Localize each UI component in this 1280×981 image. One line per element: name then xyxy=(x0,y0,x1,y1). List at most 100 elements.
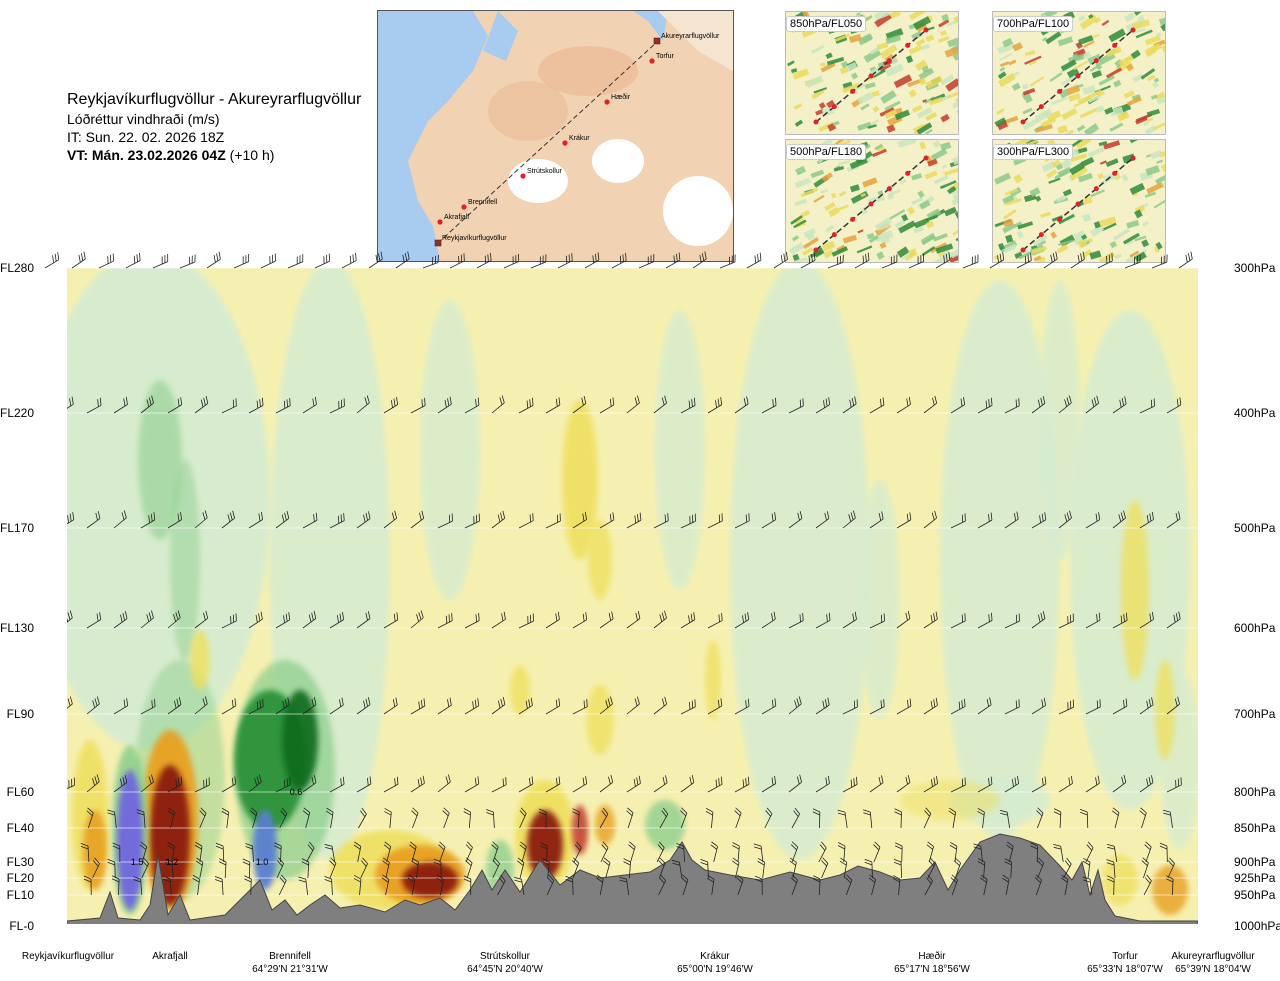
wind-barb xyxy=(152,254,169,269)
wind-barb xyxy=(67,512,75,529)
wind-barb xyxy=(302,775,317,793)
wind-barb xyxy=(358,807,367,829)
wind-barb xyxy=(233,254,250,269)
wind-barb xyxy=(788,774,802,793)
wind-barb xyxy=(599,611,614,629)
wind-barb xyxy=(1144,841,1152,863)
wind-barb xyxy=(1036,807,1044,829)
wind-barb xyxy=(710,841,718,863)
wind-barb xyxy=(1053,808,1062,829)
wind-barb xyxy=(572,699,588,715)
wind-barb xyxy=(518,613,534,629)
wind-barb xyxy=(1031,512,1047,529)
wind-barb xyxy=(923,775,938,793)
inset-label: 300hPa/FL300 xyxy=(993,144,1074,160)
wind-barb xyxy=(812,875,821,896)
wind-barb xyxy=(1031,611,1046,629)
wind-barb xyxy=(707,513,723,529)
wind-barb xyxy=(113,510,127,529)
wind-barb xyxy=(248,611,263,629)
wind-barb xyxy=(433,858,442,879)
fl-tick-label: FL-0 xyxy=(9,919,34,933)
wind-barb xyxy=(1139,611,1154,629)
wind-barb xyxy=(194,841,203,863)
wind-barb xyxy=(869,775,884,793)
wind-barb xyxy=(893,858,902,879)
location-label: Hæðir 65°17'N 18°56'W xyxy=(867,950,997,976)
location-coord: 65°39'N 18°04'W xyxy=(1175,964,1251,975)
fl-tick-label: FL280 xyxy=(0,261,35,275)
wind-barb xyxy=(140,698,156,715)
location-name: Reykjavíkurflugvöllur xyxy=(21,951,115,962)
wind-barb xyxy=(732,857,740,879)
wind-barb xyxy=(659,807,669,829)
wind-barb xyxy=(869,613,885,629)
pressure-tick-label: 300hPa xyxy=(1234,261,1276,275)
location-name: Akrafjall xyxy=(152,951,188,962)
valid-time: VT: Mán. 23.02.2026 04Z (+10 h) xyxy=(67,146,361,164)
wind-barb xyxy=(788,613,804,629)
wind-barb xyxy=(1004,398,1020,414)
pressure-tick-label: 600hPa xyxy=(1234,621,1276,635)
wind-barb xyxy=(302,512,318,529)
wind-barb xyxy=(671,859,683,879)
location-label: Reykjavíkurflugvöllur xyxy=(3,950,133,963)
inset-850hpa: 850hPa/FL050 xyxy=(785,11,959,135)
wind-barb xyxy=(476,252,492,269)
wind-barb xyxy=(86,774,100,793)
wind-barb xyxy=(540,842,548,863)
wind-barb xyxy=(761,698,777,715)
wind-barb xyxy=(1004,511,1019,529)
wind-barb xyxy=(329,857,337,879)
wind-barb xyxy=(680,807,688,829)
wind-barb xyxy=(754,875,763,896)
wind-barb xyxy=(437,613,453,629)
wind-barb xyxy=(410,397,426,414)
wind-barb xyxy=(248,774,262,793)
wind-barb xyxy=(1004,613,1020,629)
wind-barb xyxy=(86,696,100,715)
wind-barb xyxy=(218,858,227,879)
wind-barb xyxy=(628,841,636,863)
wind-barb xyxy=(1002,874,1010,896)
wind-barb xyxy=(383,397,399,414)
location-coord: 64°45'N 20°40'W xyxy=(467,964,543,975)
wind-barb xyxy=(437,697,452,715)
wind-barb xyxy=(140,512,156,529)
wind-barb xyxy=(845,874,853,896)
wind-barb xyxy=(788,398,804,414)
wind-barb xyxy=(732,842,740,863)
wind-barb xyxy=(626,512,642,529)
wind-barb xyxy=(1166,511,1181,529)
route-point: Hæðir xyxy=(604,93,631,105)
wind-barb xyxy=(1124,254,1141,269)
wind-barb xyxy=(1085,395,1100,414)
wind-barb xyxy=(869,511,884,529)
wind-barb xyxy=(113,611,128,629)
wind-barb xyxy=(653,513,669,529)
route-map-svg: Akureyrarflugvöllur Torfur Hæðir Krákur Strú… xyxy=(378,11,733,261)
wind-barb xyxy=(789,857,797,879)
wind-barb xyxy=(923,510,937,529)
wind-barb xyxy=(1085,699,1101,715)
wind-barb xyxy=(1043,251,1058,269)
wind-barb xyxy=(572,612,588,629)
wind-barb xyxy=(325,807,334,829)
wind-barb xyxy=(571,857,580,879)
wind-barb xyxy=(221,613,237,629)
wind-barb xyxy=(167,841,175,863)
wind-barb xyxy=(962,254,979,269)
wind-barb xyxy=(356,697,371,715)
wind-barb xyxy=(680,397,696,414)
route-point: Strútskollur xyxy=(520,168,563,179)
wind-barb xyxy=(773,251,788,269)
wind-barb xyxy=(950,698,966,715)
wind-barb xyxy=(67,396,74,414)
wind-barb xyxy=(464,776,480,793)
inset-label: 700hPa/FL100 xyxy=(993,16,1074,32)
wind-barb xyxy=(141,857,149,879)
wind-barb xyxy=(542,857,550,879)
wind-barb xyxy=(1166,397,1182,414)
value-label: 1.0 xyxy=(256,857,269,867)
wind-barb xyxy=(658,874,666,896)
